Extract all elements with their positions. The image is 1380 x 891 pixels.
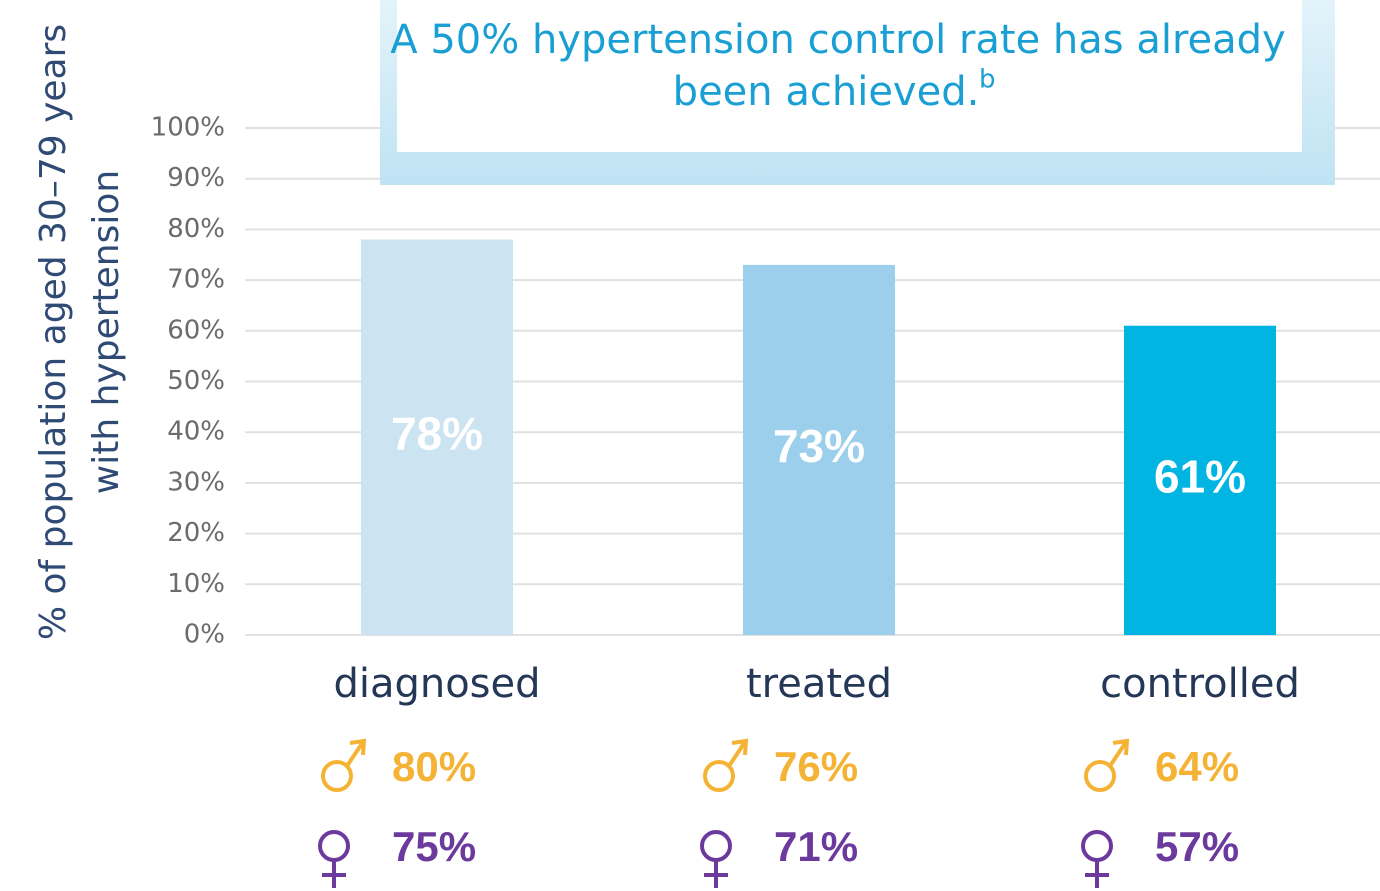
male-icon-arrow (1108, 738, 1130, 768)
y-tick-label: 70% (167, 265, 225, 295)
y-tick-label: 90% (167, 163, 225, 193)
female-value: 71% (774, 823, 858, 870)
y-tick-label: 20% (167, 518, 225, 548)
female-icon-cross (1085, 860, 1109, 888)
y-tick-label: 40% (167, 417, 225, 447)
male-value: 80% (392, 743, 476, 790)
y-tick-label: 80% (167, 214, 225, 244)
y-tick-label: 100% (151, 113, 225, 143)
y-tick-label: 30% (167, 467, 225, 497)
female-value: 57% (1155, 823, 1239, 870)
value-label: 73% (773, 420, 865, 472)
male-icon-arrow (345, 738, 367, 768)
bar (1124, 325, 1276, 635)
y-tick-label: 50% (167, 366, 225, 396)
male-icon-circle (1084, 760, 1116, 792)
female-icon-cross (322, 860, 346, 888)
female-icon (1081, 830, 1113, 888)
annotation-superscript: b (979, 65, 996, 95)
male-icon-arrow (727, 738, 749, 768)
x-tick-label: diagnosed (333, 661, 540, 707)
annotation-line: been achieved. (673, 69, 980, 115)
x-tick-label: treated (746, 661, 892, 707)
y-tick-label: 0% (184, 620, 225, 650)
male-value: 76% (774, 743, 858, 790)
bar (361, 239, 513, 636)
male-icon (1084, 738, 1130, 792)
male-icon-circle (321, 760, 353, 792)
y-tick-label: 10% (167, 569, 225, 599)
female-icon-circle (1081, 830, 1113, 862)
female-icon (318, 830, 350, 888)
male-value: 64% (1155, 743, 1239, 790)
female-value: 75% (392, 823, 476, 870)
annotation-line: A 50% hypertension control rate has alre… (390, 17, 1285, 63)
female-icon-circle (318, 830, 350, 862)
female-icon-circle (700, 830, 732, 862)
annotation-panel (397, 0, 1302, 152)
x-tick-label: controlled (1100, 661, 1300, 707)
value-label: 61% (1154, 451, 1246, 503)
annotation-box: A 50% hypertension control rate has alre… (380, 0, 1335, 185)
value-label: 78% (391, 407, 483, 459)
male-icon (703, 738, 749, 792)
male-icon (321, 738, 367, 792)
y-axis-label: with hypertension (86, 170, 127, 494)
female-icon-cross (704, 860, 728, 888)
y-tick-label: 60% (167, 315, 225, 345)
bar (743, 264, 895, 635)
female-icon (700, 830, 732, 888)
male-icon-circle (703, 760, 735, 792)
y-axis-label: % of population aged 30–79 years (33, 24, 74, 640)
